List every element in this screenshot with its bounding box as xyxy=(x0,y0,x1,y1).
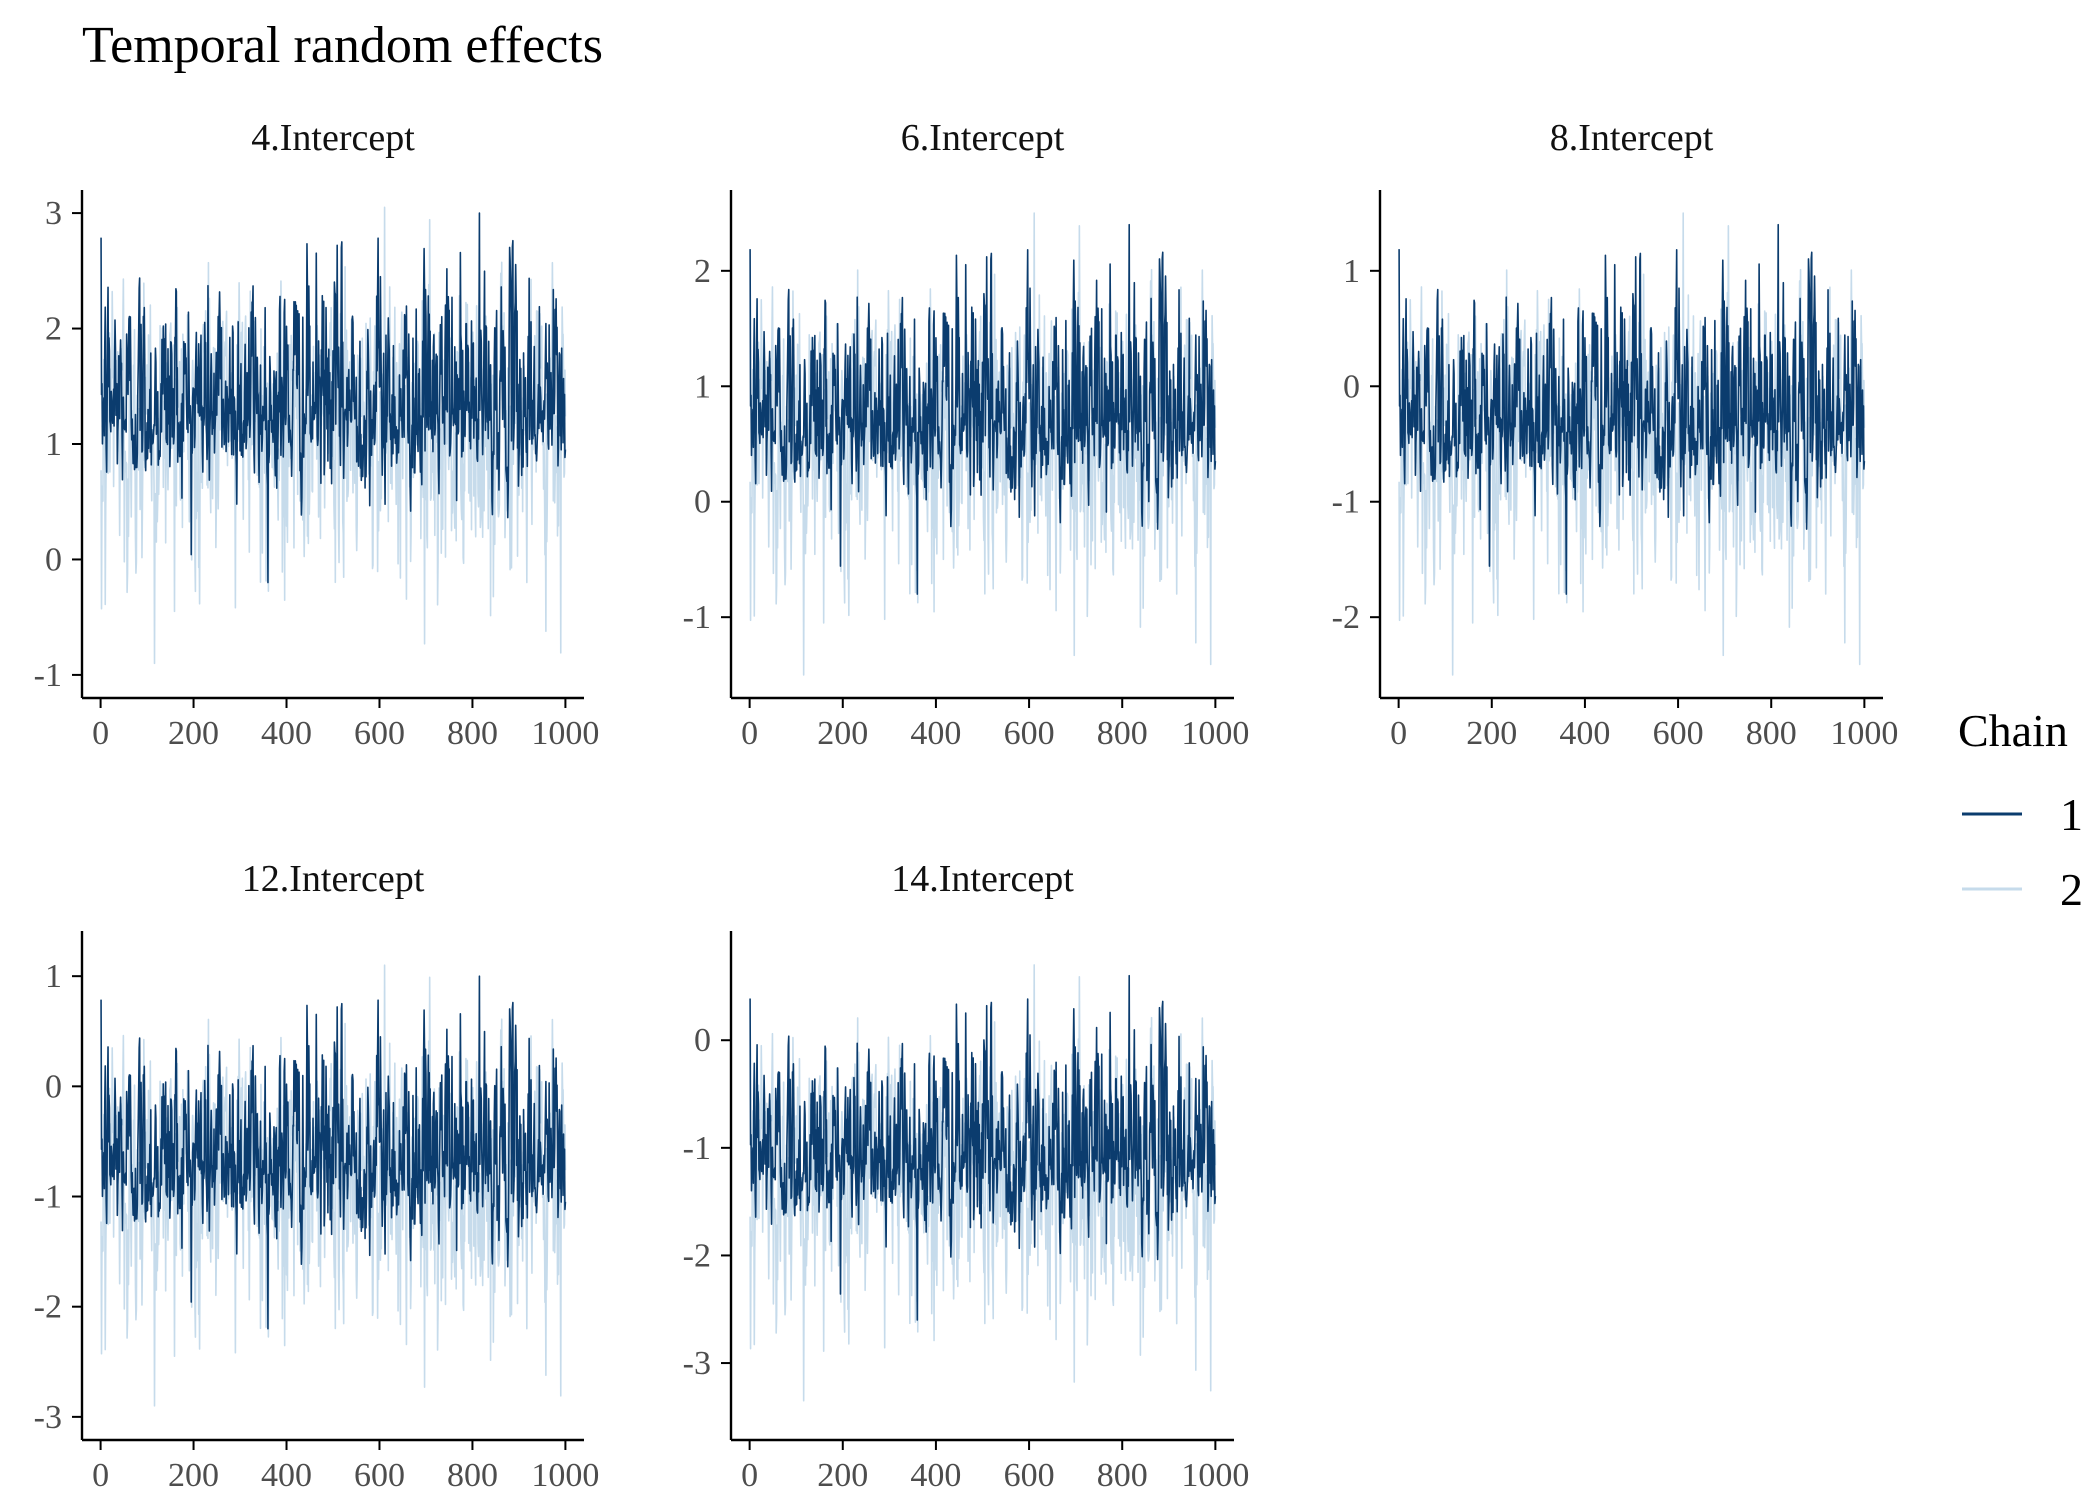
x-tick-label: 400 xyxy=(1559,715,1610,752)
legend-title: Chain xyxy=(1958,705,2068,756)
facet-panel: 4.Intercept 0 200 400 600 800 1000 -1 0 1 2 3 xyxy=(34,117,600,752)
x-tick-label: 600 xyxy=(1004,1457,1055,1494)
x-tick-label: 600 xyxy=(354,715,405,752)
y-tick-label: -3 xyxy=(34,1399,62,1436)
legend-label-chain-2: 2 xyxy=(2060,864,2083,915)
chain-legend: Chain 1 2 xyxy=(1958,705,2083,915)
x-tick-label: 600 xyxy=(1653,715,1704,752)
x-tick-label: 200 xyxy=(1466,715,1517,752)
facet-panel: 14.Intercept 0 200 400 600 800 1000 -3 -2 -1 0 xyxy=(683,858,1250,1494)
x-tick-label: 600 xyxy=(1004,715,1055,752)
y-tick-label: -3 xyxy=(683,1345,711,1382)
x-tick-label: 800 xyxy=(1746,715,1797,752)
y-tick-label: -1 xyxy=(1332,484,1360,521)
trace-line-chain-1 xyxy=(749,223,1217,595)
y-tick-label: 2 xyxy=(45,311,62,348)
x-tick-label: 800 xyxy=(1097,715,1148,752)
x-tick-label: 1000 xyxy=(1181,715,1249,752)
y-tick-label: 0 xyxy=(694,484,711,521)
y-tick-label: 0 xyxy=(1343,368,1360,405)
x-tick-label: 1000 xyxy=(1181,1457,1249,1494)
x-tick-label: 1000 xyxy=(531,1457,599,1494)
facet-panel: 8.Intercept 0 200 400 600 800 1000 -2 -1 0 1 xyxy=(1332,117,1899,752)
x-tick-label: 0 xyxy=(741,715,758,752)
x-tick-label: 0 xyxy=(1390,715,1407,752)
y-tick-label: -1 xyxy=(683,599,711,636)
x-tick-label: 200 xyxy=(817,715,868,752)
trace-line-chain-1 xyxy=(749,974,1217,1321)
figure-title: Temporal random effects xyxy=(82,17,603,74)
x-tick-label: 400 xyxy=(261,1457,312,1494)
y-tick-label: 1 xyxy=(45,958,62,995)
trace-line-chain-1 xyxy=(100,975,567,1330)
x-tick-label: 1000 xyxy=(1830,715,1898,752)
x-tick-label: 200 xyxy=(168,715,219,752)
x-tick-label: 1000 xyxy=(531,715,599,752)
y-tick-label: -1 xyxy=(34,657,62,694)
y-tick-label: -1 xyxy=(34,1179,62,1216)
x-tick-label: 200 xyxy=(817,1457,868,1494)
y-tick-label: -2 xyxy=(1332,599,1360,636)
x-tick-label: 600 xyxy=(354,1457,405,1494)
legend-label-chain-1: 1 xyxy=(2060,789,2083,840)
facet-panel: 12.Intercept 0 200 400 600 800 1000 -3 -2 -1 0 1 xyxy=(34,858,600,1494)
trace-line-chain-1 xyxy=(100,212,567,584)
panel-title: 12.Intercept xyxy=(242,858,425,900)
panel-title: 8.Intercept xyxy=(1550,117,1714,159)
x-tick-label: 800 xyxy=(1097,1457,1148,1494)
y-tick-label: 3 xyxy=(45,195,62,232)
y-tick-label: 1 xyxy=(694,368,711,405)
y-tick-label: 1 xyxy=(45,426,62,463)
y-tick-label: -2 xyxy=(683,1237,711,1274)
x-tick-label: 0 xyxy=(92,1457,109,1494)
y-tick-label: -2 xyxy=(34,1289,62,1326)
trace-line-chain-1 xyxy=(1398,223,1866,595)
y-tick-label: 0 xyxy=(694,1022,711,1059)
y-tick-label: 1 xyxy=(1343,253,1360,290)
x-tick-label: 800 xyxy=(447,1457,498,1494)
x-tick-label: 200 xyxy=(168,1457,219,1494)
y-tick-label: 0 xyxy=(45,541,62,578)
x-tick-label: 0 xyxy=(741,1457,758,1494)
x-tick-label: 0 xyxy=(92,715,109,752)
x-tick-label: 800 xyxy=(447,715,498,752)
panel-title: 14.Intercept xyxy=(891,858,1074,900)
panel-title: 6.Intercept xyxy=(901,117,1065,159)
x-tick-label: 400 xyxy=(910,715,961,752)
x-tick-label: 400 xyxy=(910,1457,961,1494)
facet-panel: 6.Intercept 0 200 400 600 800 1000 -1 0 1 2 xyxy=(683,117,1250,752)
y-tick-label: 2 xyxy=(694,253,711,290)
y-tick-label: -1 xyxy=(683,1130,711,1167)
y-tick-label: 0 xyxy=(45,1068,62,1105)
panel-title: 4.Intercept xyxy=(251,117,415,159)
x-tick-label: 400 xyxy=(261,715,312,752)
